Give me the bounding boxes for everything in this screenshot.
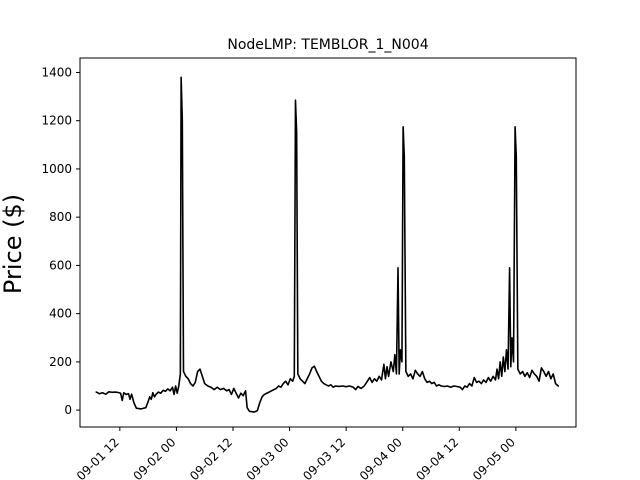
y-tick-label: 1000 [41,162,72,176]
x-tick-label: 09-04 00 [357,435,405,480]
plot-area [95,76,560,413]
y-axis-ticks: 0 200 400 600 800 1000 1200 1400 [41,65,80,417]
x-axis-ticks: 09-01 12 09-02 00 09-02 12 09-03 00 09-03 12… [74,427,518,480]
x-tick-label: 09-03 12 [300,435,348,480]
x-tick-label: 09-05 00 [470,435,518,480]
x-tick-label: 09-01 12 [74,435,122,480]
y-tick-label: 1400 [41,65,72,79]
y-tick-label: 800 [49,210,72,224]
plot-frame [79,57,577,428]
y-tick-label: 0 [64,403,72,417]
x-tick-label: 09-04 12 [413,435,461,480]
x-tick-label: 09-03 00 [244,435,292,480]
series-line-0 [95,76,560,413]
y-tick-label: 200 [49,355,72,369]
x-tick-label: 09-02 00 [130,435,178,480]
y-tick-label: 1200 [41,114,72,128]
y-tick-label: 600 [49,258,72,272]
chart-title: NodeLMP: TEMBLOR_1_N004 [227,37,428,53]
y-axis-label: Price ($) [0,194,27,294]
y-tick-label: 400 [49,307,72,321]
x-tick-label: 09-02 12 [187,435,235,480]
